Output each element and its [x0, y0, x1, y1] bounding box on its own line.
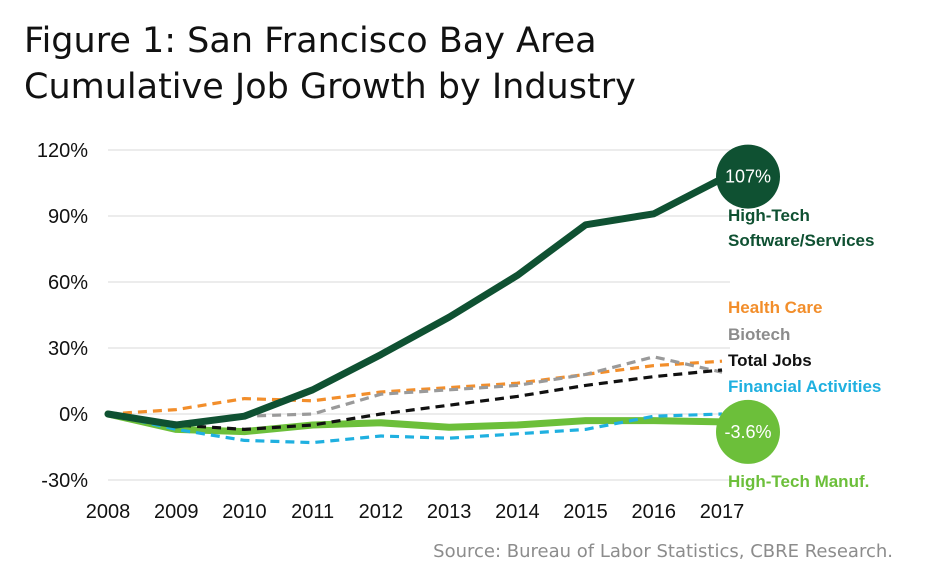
series-label: Software/Services	[728, 231, 874, 250]
y-tick-label: 60%	[48, 272, 88, 294]
y-tick-label: 0%	[59, 404, 88, 426]
x-tick-label: 2017	[700, 501, 745, 523]
series-line-biotech	[107, 355, 723, 425]
chart-title-line-1: Figure 1: San Francisco Bay Area	[24, 21, 597, 61]
series-line-financial-activities	[107, 412, 723, 445]
series-labels: High-Tech Software/Services Health Care Bio…	[728, 206, 881, 491]
x-tick-label: 2009	[154, 501, 199, 523]
x-tick-label: 2008	[86, 501, 131, 523]
series-label: High-Tech	[728, 206, 810, 225]
series-lines	[104, 175, 726, 445]
series-label: Biotech	[728, 325, 790, 344]
y-tick-label: 30%	[48, 338, 88, 360]
annotation-bubble	[716, 399, 780, 464]
x-tick-label: 2013	[427, 501, 472, 523]
series-line-high-tech-software-services	[104, 175, 726, 429]
series-line-high-tech-manuf	[104, 410, 726, 436]
annotation-value: -3.6%	[724, 422, 771, 442]
chart-title: Figure 1: San Francisco Bay Area Cumulat…	[24, 18, 636, 110]
gridlines	[108, 149, 730, 481]
chart-title-line-2: Cumulative Job Growth by Industry	[24, 67, 636, 107]
x-tick-label: 2012	[359, 501, 404, 523]
x-tick-label: 2014	[495, 501, 540, 523]
series-line-total-jobs	[107, 368, 723, 431]
y-axis-ticks: -30% 0% 30% 60% 90% 120%	[37, 140, 88, 492]
x-tick-label: 2015	[563, 501, 608, 523]
value-annotations: 107% -3.6%	[716, 144, 780, 464]
x-tick-label: 2011	[291, 501, 334, 523]
x-tick-label: 2010	[222, 501, 267, 523]
y-tick-label: -30%	[41, 470, 88, 492]
series-line-health-care	[107, 359, 723, 416]
annotation-value: 107%	[725, 167, 771, 187]
series-label: High-Tech Manuf.	[728, 472, 869, 491]
y-tick-label: 120%	[37, 140, 88, 162]
x-axis-ticks: 2008 2009 2010 2011 2012 2013 2014 2015 2016 2017	[86, 501, 745, 523]
series-label: Financial Activities	[728, 377, 881, 396]
annotation-bubble	[716, 144, 780, 209]
series-label: Total Jobs	[728, 351, 812, 370]
source-note: Source: Bureau of Labor Statistics, CBRE…	[433, 541, 893, 562]
series-label: Health Care	[728, 298, 822, 317]
y-tick-label: 90%	[48, 206, 88, 228]
x-tick-label: 2016	[632, 501, 677, 523]
